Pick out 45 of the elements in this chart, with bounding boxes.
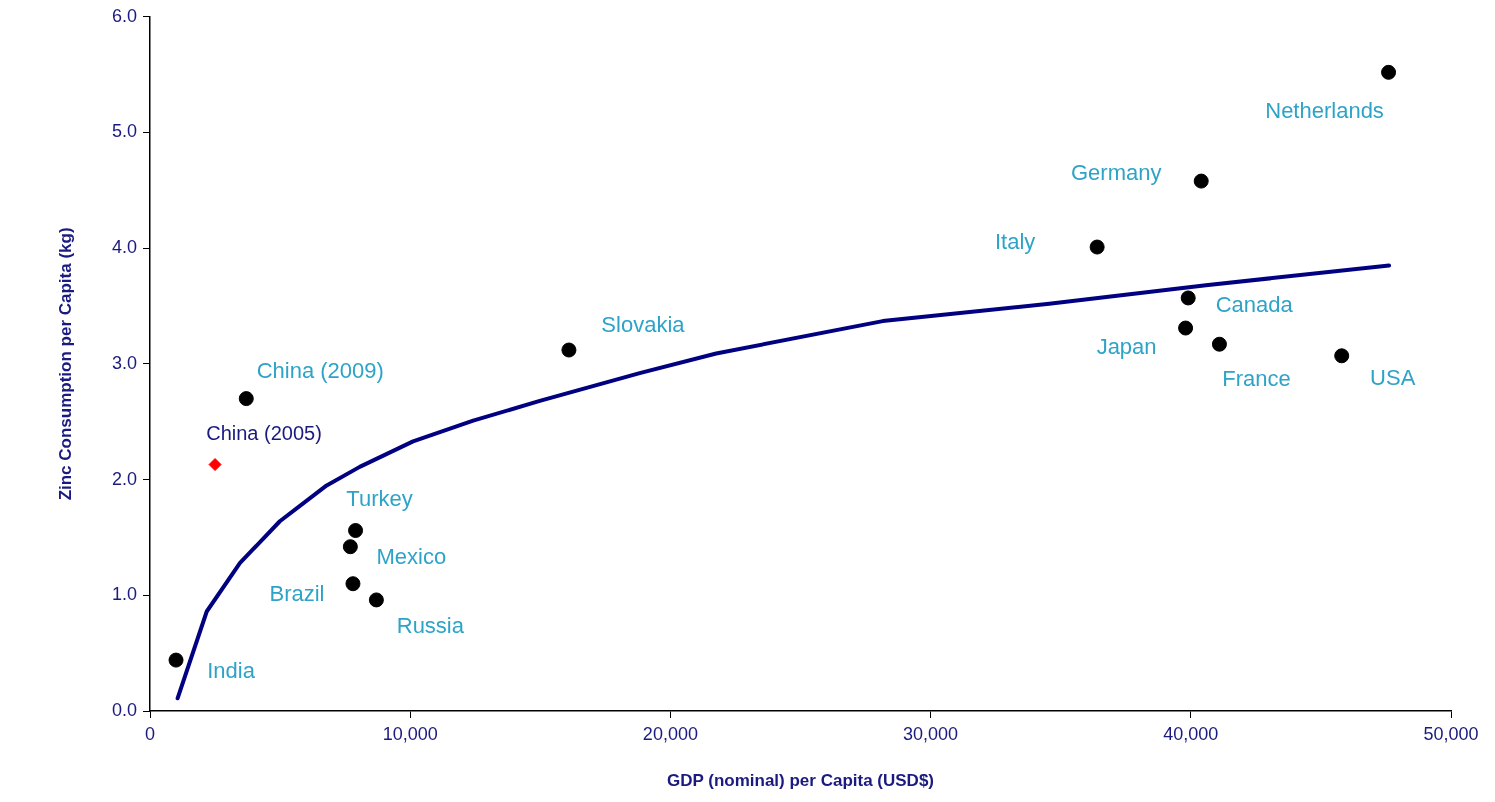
y-tick-label: 1.0: [111, 584, 137, 605]
point: [348, 523, 364, 539]
point: [1178, 320, 1194, 336]
series-label: China (2005): [206, 422, 322, 445]
x-tick-label: 0: [144, 723, 156, 744]
y-axis-title: Zinc Consumption per Capita (kg): [55, 227, 75, 501]
x-tick-label: 50,000: [1423, 723, 1479, 744]
y-tick-label: 2.0: [111, 468, 137, 489]
point: [1089, 239, 1105, 255]
point: [168, 652, 184, 668]
point: [345, 576, 361, 592]
point: [1334, 348, 1350, 364]
y-tick-label: 6.0: [111, 5, 137, 26]
annotation: Brazil: [269, 580, 325, 606]
point: [208, 458, 222, 472]
annotation: India: [207, 658, 256, 684]
annotation: USA: [1370, 364, 1416, 390]
point: [342, 539, 358, 555]
x-axis-title: GDP (nominal) per Capita (USD$): [667, 771, 934, 791]
point: [1193, 173, 1209, 189]
x-tick-label: 10,000: [382, 723, 438, 744]
y-tick-label: 3.0: [111, 352, 137, 373]
annotation: Netherlands: [1265, 98, 1384, 124]
point: [1180, 290, 1196, 306]
annotation: Turkey: [346, 485, 413, 511]
point: [238, 391, 254, 407]
x-tick-label: 30,000: [903, 723, 959, 744]
y-tick-label: 4.0: [111, 237, 137, 258]
annotation: Mexico: [376, 543, 447, 569]
point: [368, 592, 384, 608]
point: [1211, 336, 1227, 352]
annotation: France: [1222, 366, 1291, 392]
annotation: Canada: [1215, 292, 1294, 318]
annotation: Japan: [1096, 334, 1157, 360]
point: [561, 342, 577, 358]
annotation: Russia: [396, 612, 465, 638]
annotation: Germany: [1070, 160, 1162, 186]
annotation: Italy: [994, 229, 1036, 255]
y-tick-label: 0.0: [111, 699, 137, 720]
annotation: China (2009): [256, 357, 384, 383]
x-tick-label: 40,000: [1163, 723, 1219, 744]
x-tick-label: 20,000: [642, 723, 698, 744]
point: [1381, 64, 1397, 80]
annotation: Slovakia: [601, 312, 686, 338]
y-tick-label: 5.0: [111, 121, 137, 142]
